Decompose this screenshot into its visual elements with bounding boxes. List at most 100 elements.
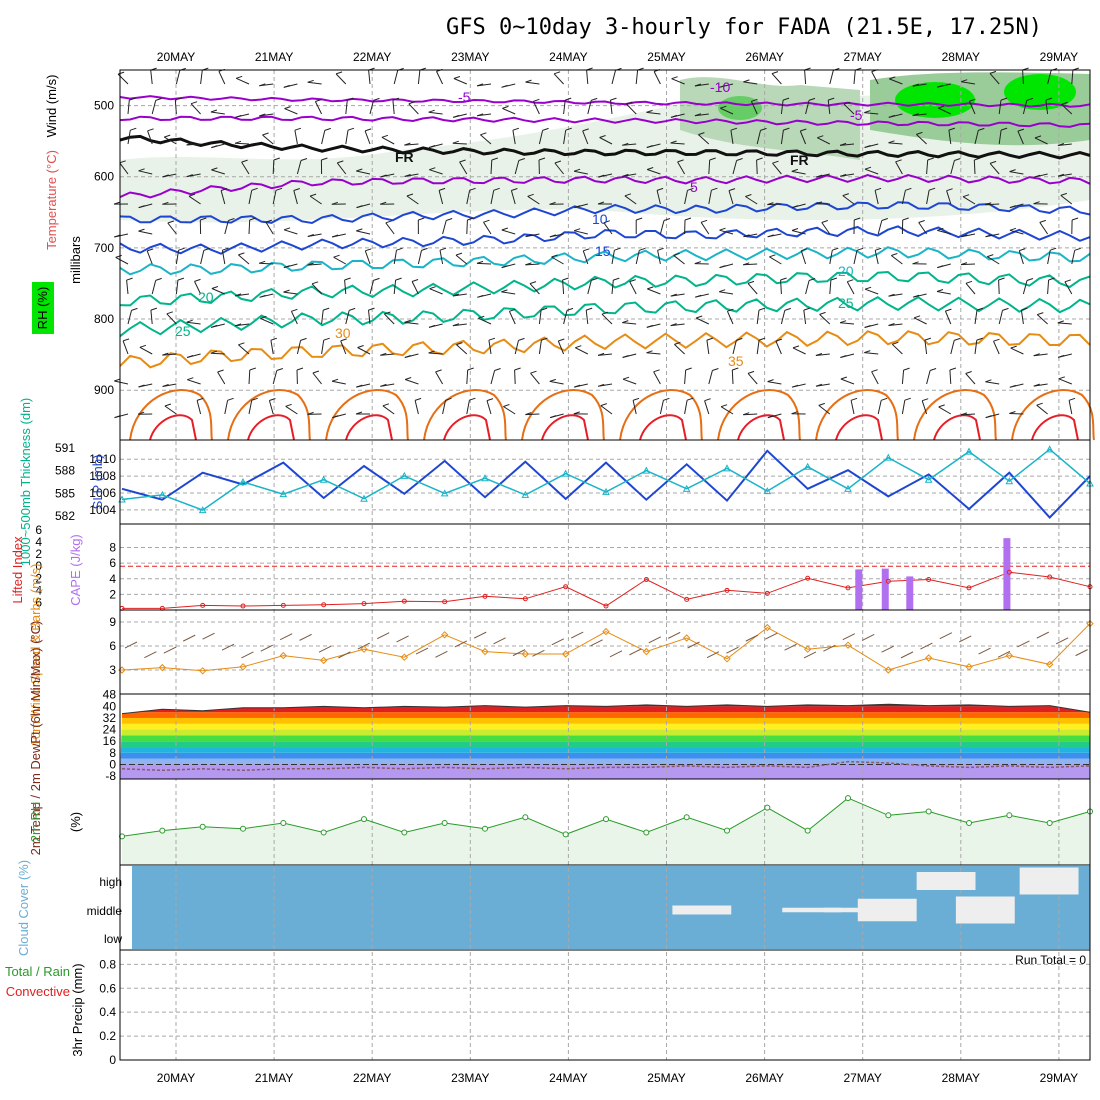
wind-speed-point — [884, 666, 893, 674]
lifted-index-point — [643, 576, 649, 582]
wind-barb — [186, 321, 201, 325]
wind-barb-flag — [349, 307, 356, 311]
wind-barb-10m — [532, 649, 545, 657]
wind-barb-flag — [1037, 312, 1044, 316]
wind-barb — [677, 161, 686, 175]
temp-band — [120, 729, 1090, 736]
wind-barb — [998, 310, 1003, 325]
contour-label: 5 — [690, 179, 698, 195]
wind-barb-flag — [259, 260, 266, 264]
wind-speed-point — [440, 631, 449, 639]
wind-barb-flag — [340, 338, 347, 342]
wind-barb — [553, 73, 564, 85]
wind-barb — [574, 230, 588, 235]
wind-barb-flag — [220, 188, 228, 191]
cloud-cell — [916, 872, 976, 890]
wind-barb-flag — [769, 254, 776, 258]
wind-barb — [1036, 404, 1048, 415]
isotherm-25 — [119, 270, 1091, 307]
wind-barb — [948, 130, 952, 145]
wind-barb — [805, 280, 810, 295]
wind-barb — [340, 340, 347, 355]
wind-barb — [747, 283, 758, 295]
rh-shade-mid — [680, 77, 860, 160]
wind-barb — [624, 195, 637, 205]
wind-barb — [611, 70, 616, 85]
wind-barb — [775, 340, 782, 355]
ylabel-lifted-index: Lifted Index — [10, 536, 25, 604]
wind-barb — [598, 353, 613, 356]
wind-barb-flag — [598, 383, 605, 387]
thickness-point — [158, 490, 167, 498]
wind-barb — [428, 111, 443, 115]
wind-barb — [700, 222, 710, 235]
wind-barb — [965, 282, 976, 295]
wind-barb-flag — [839, 320, 847, 324]
wind-barb-flag — [147, 248, 154, 252]
wind-barb-flag — [574, 228, 581, 232]
wind-barb — [937, 229, 951, 235]
panel-frames — [119, 69, 1091, 1061]
wind-barb-flag — [357, 345, 364, 348]
wind-barb-flag — [331, 201, 338, 205]
wind-barb — [582, 250, 589, 265]
date-label-top: 29MAY — [1040, 50, 1078, 64]
wind-barb-flag — [509, 308, 516, 312]
wind-barb-flag — [211, 286, 219, 289]
wind-barb-flag — [549, 201, 556, 205]
wind-barb — [918, 222, 928, 235]
wind-barb-flag — [249, 367, 256, 371]
wind-barb — [800, 250, 807, 265]
thickness-line — [121, 448, 1091, 511]
wind-barb-flag — [1058, 354, 1065, 358]
wind-barb-flag — [384, 311, 391, 315]
contour-label: -5 — [850, 107, 863, 123]
wind-barb — [428, 352, 443, 355]
wind-barb-flag — [138, 228, 145, 232]
wind-barb-flag — [840, 355, 847, 358]
wind-barb-flag — [525, 412, 532, 416]
wind-barb — [647, 169, 661, 175]
wind-barb — [659, 220, 665, 235]
isotherm--5 — [119, 115, 1091, 128]
wind-speed-point — [642, 647, 651, 656]
wind-barb-10m — [609, 650, 623, 658]
wind-barb-flag — [331, 378, 339, 382]
wind-barb-flag — [720, 105, 727, 109]
wind-barb — [756, 340, 760, 355]
isotherm--10 — [119, 95, 1091, 108]
wind-barb — [720, 406, 734, 415]
wind-speed-point — [319, 656, 328, 665]
wind-barb-flag — [1057, 173, 1065, 177]
date-label-top: 25MAY — [647, 50, 685, 64]
wind-barb-flag — [190, 101, 198, 105]
wind-barb — [1057, 322, 1072, 325]
wind-barb-flag — [808, 97, 816, 101]
wind-barb-flag — [385, 220, 392, 224]
wind-barb — [926, 370, 931, 385]
lifted-index-point — [401, 598, 407, 604]
wind-barb — [780, 100, 784, 115]
wind-speed-point — [924, 654, 933, 662]
wind-barb-flag — [815, 383, 823, 387]
wind-barb-flag — [270, 337, 278, 341]
precip-tick: 0.4 — [99, 1005, 116, 1019]
wind-barb-flag — [130, 127, 137, 131]
wind-barb — [175, 70, 181, 85]
wind-barb-flag — [260, 315, 267, 319]
wind-barb-flag — [791, 205, 799, 209]
wind-barb — [846, 281, 855, 295]
wind-barb — [962, 196, 976, 205]
wind-barb — [151, 280, 157, 295]
wind-barb-flag — [912, 83, 919, 87]
wind-barb-flag — [904, 397, 911, 401]
wind-barb-flag — [767, 415, 775, 419]
wind-barb-flag — [745, 194, 752, 197]
wind-barb-flag — [175, 97, 182, 101]
wind-barb-10m — [454, 640, 468, 648]
wind-barb-flag — [1033, 353, 1040, 357]
thickness-point — [360, 494, 368, 502]
wind-barb-flag — [889, 76, 896, 80]
p-tick-900: 900 — [94, 383, 114, 397]
